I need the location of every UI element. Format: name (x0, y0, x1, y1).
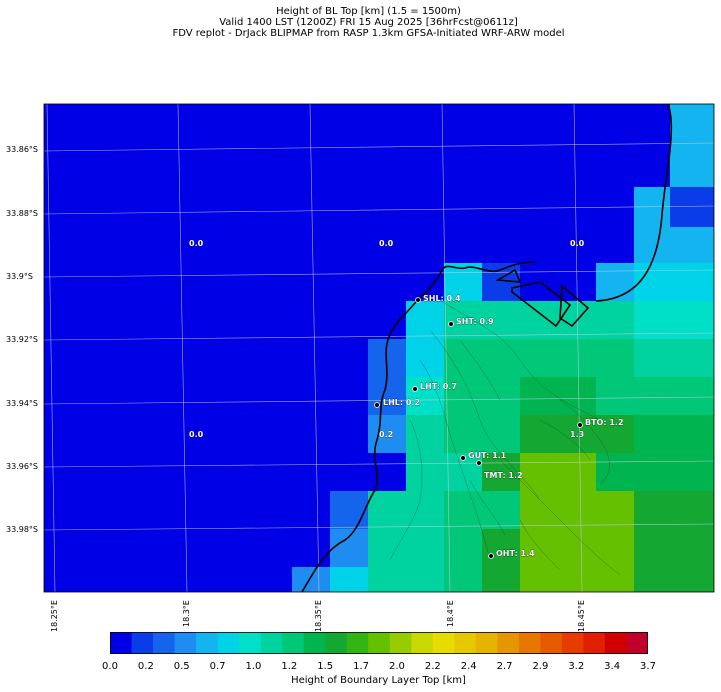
grid-value: 0.0 (189, 239, 204, 248)
colorbar-tick-label: 0.5 (173, 661, 190, 672)
grid-value: 0.2 (379, 430, 393, 439)
site-markers (374, 297, 583, 559)
site-label-shl: SHL: 0.4 (423, 294, 461, 303)
grid-value-labels: 0.0 0.0 0.0 0.0 0.2 1.3 (189, 239, 585, 439)
colorbar-swatch (604, 632, 627, 654)
site-label-lht: LHT: 0.7 (420, 382, 457, 391)
site-marker-shl (415, 297, 421, 303)
colorbar-swatch (131, 632, 154, 654)
colorbar-tick-label: 2.4 (460, 661, 477, 672)
site-label-gut: GUT: 1.1 (468, 451, 507, 460)
site-marker-bto (577, 422, 583, 428)
lat-label: 33.94°S (6, 399, 38, 408)
grid-value: 0.0 (189, 430, 204, 439)
colorbar-swatch (454, 632, 477, 654)
colorbar-tick-label: 2.9 (532, 661, 549, 672)
graticule (43, 103, 715, 593)
grid-value: 0.0 (570, 239, 585, 248)
colorbar-tick-label: 2.2 (424, 661, 441, 672)
colorbar-swatch (518, 632, 541, 654)
colorbar-tick-label: 1.7 (353, 661, 370, 672)
lat-label: 33.98°S (6, 525, 38, 534)
colorbar-swatch (432, 632, 455, 654)
lon-label: 18.3°E (182, 600, 191, 627)
colorbar-swatch (368, 632, 391, 654)
site-label-bto: BTO: 1.2 (585, 418, 624, 427)
lat-label: 33.92°S (6, 335, 38, 344)
colorbar-tick-label: 3.4 (604, 661, 621, 672)
colorbar-swatch (239, 632, 262, 654)
colorbar-swatch (583, 632, 606, 654)
title-line-2: Valid 1400 LST (1200Z) FRI 15 Aug 2025 [… (219, 17, 518, 28)
colorbar-swatch (389, 632, 412, 654)
coastline (301, 103, 673, 593)
colorbar-swatch (303, 632, 326, 654)
colorbar (110, 632, 648, 654)
lat-label: 33.96°S (6, 462, 38, 471)
colorbar-tick-label: 3.7 (640, 661, 656, 672)
site-label-oht: OHT: 1.4 (496, 549, 535, 558)
lon-label: 18.45°E (577, 600, 586, 632)
site-marker-lhl (374, 402, 380, 408)
colorbar-swatch (174, 632, 197, 654)
site-labels: SHL: 0.4 SHT: 0.9 LHT: 0.7 LHL: 0.2 BTO:… (383, 294, 624, 558)
colorbar-swatches (110, 632, 648, 654)
colorbar-tick-label: 1.2 (281, 661, 298, 672)
colorbar-label: Height of Boundary Layer Top [km] (291, 675, 466, 686)
colorbar-tick-label: 0.0 (102, 661, 118, 672)
colorbar-tick-label: 3.2 (568, 661, 585, 672)
title-line-3: FDV replot - DrJack BLIPMAP from RASP 1.… (172, 28, 565, 39)
colorbar-swatch (561, 632, 584, 654)
lat-label: 33.88°S (6, 209, 38, 218)
colorbar-swatch (153, 632, 176, 654)
colorbar-tick-label: 1.5 (317, 661, 334, 672)
site-marker-sht (448, 321, 454, 327)
site-marker-gut (460, 455, 466, 461)
site-marker-tmt (476, 460, 482, 466)
grid-value: 1.3 (570, 430, 584, 439)
colorbar-swatch (411, 632, 434, 654)
colorbar-tick-label: 2.7 (496, 661, 513, 672)
colorbar-swatch (346, 632, 369, 654)
colorbar-swatch (626, 632, 648, 654)
terrain-contours (389, 299, 621, 576)
lon-label: 18.25°E (50, 600, 59, 632)
colorbar-swatch (325, 632, 348, 654)
colorbar-tick-label: 0.2 (137, 661, 154, 672)
lon-label: 18.35°E (314, 600, 323, 632)
colorbar-swatch (217, 632, 240, 654)
colorbar-swatch (475, 632, 498, 654)
colorbar-tick-label: 0.7 (209, 661, 226, 672)
colorbar-swatch (282, 632, 305, 654)
lat-label: 33.9°S (6, 272, 33, 281)
colorbar-tick-label: 2.0 (388, 661, 405, 672)
bl-cells (292, 104, 714, 592)
colorbar-swatch (260, 632, 283, 654)
colorbar-swatch (110, 632, 133, 654)
colorbar-frame (110, 632, 648, 654)
site-label-sht: SHT: 0.9 (456, 317, 494, 326)
site-marker-oht (488, 553, 494, 559)
title-line-1: Height of BL Top [km] (1.5 = 1500m) (276, 6, 461, 17)
grid-value: 0.0 (379, 239, 394, 248)
lat-label: 33.86°S (6, 145, 38, 154)
colorbar-swatch (196, 632, 219, 654)
site-marker-lht (412, 386, 418, 392)
colorbar-swatch (540, 632, 563, 654)
lon-label: 18.4°E (446, 600, 455, 627)
site-label-tmt: TMT: 1.2 (484, 471, 523, 480)
colorbar-swatch (497, 632, 520, 654)
site-label-lhl: LHL: 0.2 (383, 398, 420, 407)
colorbar-tick-label: 1.0 (245, 661, 262, 672)
map-frame (43, 103, 715, 593)
